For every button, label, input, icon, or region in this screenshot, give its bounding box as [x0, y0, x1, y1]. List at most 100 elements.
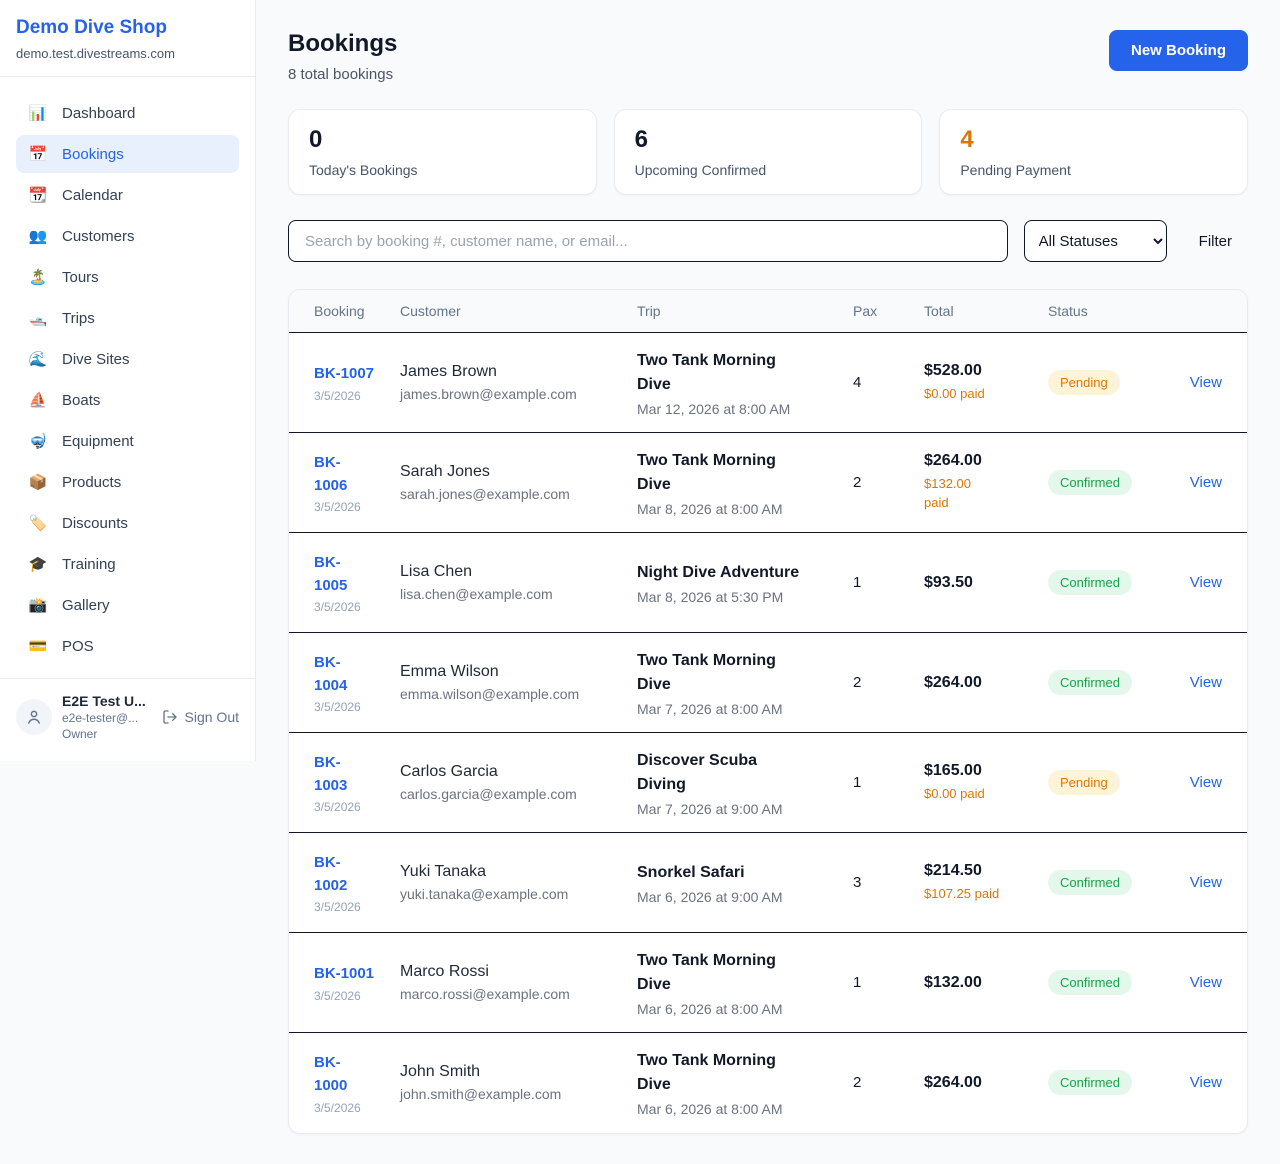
stat-value: 0 [309, 126, 323, 153]
status-badge: Confirmed [1048, 1070, 1132, 1096]
table-row: BK- 1005 3/5/2026 Lisa Chen lisa.chen@ex… [289, 532, 1247, 633]
sidebar-item-equipment[interactable]: 🤿 Equipment [16, 422, 239, 460]
pax-cell: 4 [853, 332, 924, 433]
view-cell: View [1169, 632, 1247, 733]
booking-cell: BK-1007 3/5/2026 [289, 332, 400, 433]
camera-icon: 📸 [28, 597, 48, 614]
booking-id-link[interactable]: BK- 1003 [314, 753, 348, 794]
filter-button[interactable]: Filter [1183, 233, 1248, 250]
view-cell: View [1169, 932, 1247, 1033]
view-link[interactable]: View [1189, 573, 1222, 591]
pax-value: 1 [853, 573, 862, 591]
sidebar-item-bookings[interactable]: 📅 Bookings [16, 135, 239, 173]
view-cell: View [1169, 432, 1247, 533]
paid-amount: $0.00 paid [924, 385, 985, 401]
status-filter-select[interactable]: All Statuses [1023, 220, 1167, 262]
customer-name: Marco Rossi [400, 963, 489, 980]
booking-cell: BK- 1004 3/5/2026 [289, 632, 400, 733]
customer-email: lisa.chen@example.com [400, 586, 553, 602]
booking-cell: BK-1001 3/5/2026 [289, 932, 400, 1033]
view-link[interactable]: View [1189, 373, 1222, 391]
tear-off-calendar-icon: 📆 [28, 187, 48, 204]
trip-cell: Two Tank Morning Dive Mar 6, 2026 at 8:0… [637, 1033, 853, 1133]
page-header: Bookings 8 total bookings New Booking [288, 30, 1248, 83]
booking-id-link[interactable]: BK-1007 [314, 365, 375, 383]
sidebar-item-discounts[interactable]: 🏷️ Discounts [16, 504, 239, 542]
pax-value: 1 [853, 773, 862, 791]
customer-cell: Yuki Tanaka yuki.tanaka@example.com [400, 832, 637, 933]
pax-cell: 1 [853, 732, 924, 833]
person-icon [28, 710, 40, 724]
customer-name: Yuki Tanaka [400, 863, 486, 880]
trip-name: Snorkel Safari [637, 863, 745, 881]
island-icon: 🏝️ [28, 269, 48, 286]
new-booking-button[interactable]: New Booking [1108, 30, 1248, 71]
sidebar-item-label: Trips [62, 309, 95, 327]
trip-name: Night Dive Adventure [637, 563, 800, 581]
booking-id-link[interactable]: BK- 1006 [314, 453, 348, 494]
sidebar-item-customers[interactable]: 👥 Customers [16, 217, 239, 255]
paid-amount: $132.00 paid [924, 476, 971, 510]
controls-row: All Statuses Filter [288, 220, 1248, 262]
view-link[interactable]: View [1189, 473, 1222, 491]
booking-id-link[interactable]: BK- 1004 [314, 653, 348, 694]
page-title-block: Bookings 8 total bookings [288, 30, 397, 83]
total-amount: $264.00 [924, 1073, 982, 1091]
total-amount: $165.00 [924, 761, 982, 779]
main-content: Bookings 8 total bookings New Booking 0 … [256, 0, 1280, 1164]
stat-value: 6 [634, 126, 649, 153]
booking-cell: BK- 1005 3/5/2026 [289, 532, 400, 633]
view-link[interactable]: View [1189, 673, 1222, 691]
sidebar-item-label: Calendar [62, 186, 123, 204]
booking-cell: BK- 1000 3/5/2026 [289, 1033, 400, 1133]
search-input[interactable] [288, 220, 1008, 262]
view-link[interactable]: View [1189, 873, 1222, 891]
view-link[interactable]: View [1189, 1073, 1222, 1091]
sidebar-item-gallery[interactable]: 📸 Gallery [16, 586, 239, 624]
booking-id-link[interactable]: BK- 1005 [314, 553, 348, 594]
sidebar-item-dashboard[interactable]: 📊 Dashboard [16, 94, 239, 132]
trip-name: Two Tank Morning Dive [637, 1051, 776, 1093]
status-badge: Confirmed [1048, 870, 1132, 895]
pax-cell: 1 [853, 532, 924, 633]
status-badge: Confirmed [1048, 670, 1132, 695]
trip-name: Discover Scuba Diving [637, 751, 758, 793]
table-row: BK- 1004 3/5/2026 Emma Wilson emma.wilso… [289, 632, 1247, 733]
total-cell: $165.00 $0.00 paid [924, 732, 1048, 833]
booking-date: 3/5/2026 [314, 900, 361, 915]
view-link[interactable]: View [1189, 773, 1222, 791]
paid-amount: $107.25 paid [924, 885, 1000, 901]
sidebar-item-training[interactable]: 🎓 Training [16, 545, 239, 583]
customer-cell: Sarah Jones sarah.jones@example.com [400, 432, 637, 533]
sidebar-item-pos[interactable]: 💳 POS [16, 627, 239, 665]
sidebar-item-products[interactable]: 📦 Products [16, 463, 239, 501]
sidebar-item-dive-sites[interactable]: 🌊 Dive Sites [16, 340, 239, 378]
sign-out-label: Sign Out [184, 709, 239, 725]
booking-cell: BK- 1003 3/5/2026 [289, 732, 400, 833]
sign-out-button[interactable]: Sign Out [162, 709, 239, 725]
view-link[interactable]: View [1189, 973, 1222, 991]
status-badge: Confirmed [1048, 970, 1132, 995]
sidebar-item-label: POS [62, 637, 94, 655]
bookings-table: Booking Customer Trip Pax Total Status BK-100… [289, 290, 1247, 1133]
trip-cell: Two Tank Morning Dive Mar 8, 2026 at 8:0… [637, 432, 853, 533]
user-role: Owner [62, 727, 98, 741]
pax-cell: 3 [853, 832, 924, 933]
customer-name: Sarah Jones [400, 463, 490, 480]
customer-cell: John Smith john.smith@example.com [400, 1033, 637, 1133]
booking-id-link[interactable]: BK-1001 [314, 965, 375, 983]
status-cell: Pending [1048, 732, 1169, 833]
booking-id-link[interactable]: BK- 1002 [314, 853, 348, 894]
sidebar-item-calendar[interactable]: 📆 Calendar [16, 176, 239, 214]
user-name: E2E Test U... [62, 693, 146, 709]
sidebar-item-trips[interactable]: 🛥️ Trips [16, 299, 239, 337]
column-header-booking: Booking [289, 290, 400, 333]
booking-id-link[interactable]: BK- 1000 [314, 1054, 348, 1095]
total-cell: $264.00 [924, 1033, 1048, 1133]
sidebar-item-tours[interactable]: 🏝️ Tours [16, 258, 239, 296]
trip-datetime: Mar 6, 2026 at 8:00 AM [637, 1100, 783, 1117]
customer-name: Carlos Garcia [400, 763, 498, 780]
sidebar-item-boats[interactable]: ⛵ Boats [16, 381, 239, 419]
trip-datetime: Mar 6, 2026 at 9:00 AM [637, 888, 783, 905]
sidebar-item-label: Gallery [62, 596, 110, 614]
